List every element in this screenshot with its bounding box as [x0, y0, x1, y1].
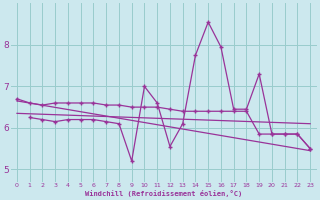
X-axis label: Windchill (Refroidissement éolien,°C): Windchill (Refroidissement éolien,°C) — [85, 190, 242, 197]
